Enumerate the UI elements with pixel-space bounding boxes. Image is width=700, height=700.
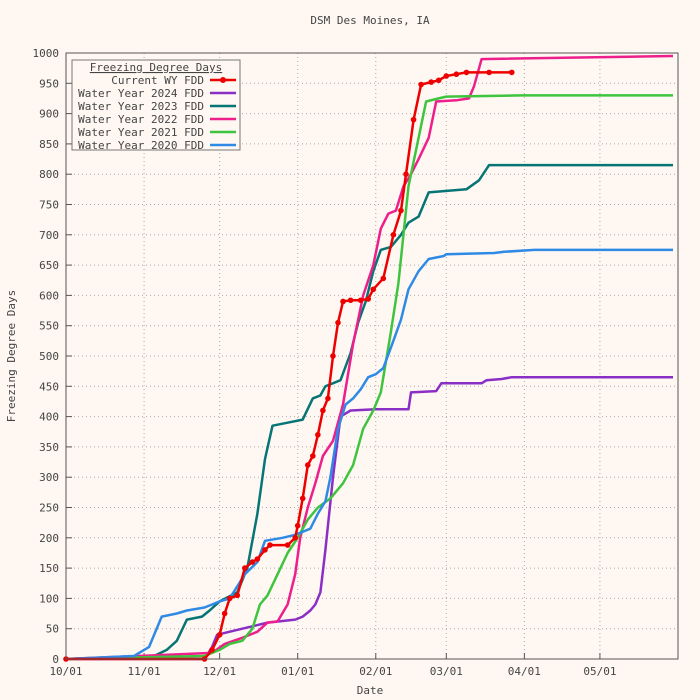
series-point-current-wy-fdd — [508, 69, 515, 76]
series-point-current-wy-fdd — [398, 207, 404, 214]
y-tick-label: 550 — [39, 320, 59, 333]
x-tick-label: 05/01 — [583, 665, 616, 678]
x-tick-label: 12/01 — [203, 665, 236, 678]
y-tick-label: 350 — [39, 441, 59, 454]
x-tick-label: 11/01 — [128, 665, 161, 678]
series-point-current-wy-fdd — [221, 610, 228, 617]
series-line-water-year-2022-fdd — [65, 54, 674, 661]
x-tick-label: 01/01 — [281, 665, 314, 678]
legend-label: Current WY FDD — [111, 74, 204, 87]
legend-marker — [220, 77, 226, 83]
series-point-current-wy-fdd — [357, 297, 364, 304]
series-line-water-year-2020-fdd — [65, 248, 673, 661]
y-tick-label: 750 — [39, 199, 59, 212]
y-axis-label: Freezing Degree Days — [5, 290, 18, 422]
series-point-current-wy-fdd — [418, 81, 424, 88]
y-tick-label: 950 — [39, 77, 59, 90]
series-point-current-wy-fdd — [292, 535, 298, 541]
series-point-current-wy-fdd — [304, 462, 311, 468]
series-point-current-wy-fdd — [390, 232, 397, 238]
plot-border — [65, 52, 679, 660]
series-point-current-wy-fdd — [365, 296, 372, 302]
series-point-current-wy-fdd — [330, 353, 336, 359]
series-point-current-wy-fdd — [226, 595, 233, 602]
y-tick-label: 400 — [39, 411, 59, 424]
series-point-current-wy-fdd — [347, 297, 354, 304]
series-point-current-wy-fdd — [443, 73, 450, 79]
series-point-current-wy-fdd — [294, 522, 301, 529]
legend-label: Water Year 2021 FDD — [78, 126, 204, 139]
series-point-current-wy-fdd — [262, 547, 268, 553]
series-point-current-wy-fdd — [267, 542, 273, 548]
plot-area — [66, 53, 678, 659]
series-point-current-wy-fdd — [435, 77, 442, 84]
series-point-current-wy-fdd — [325, 395, 331, 402]
y-tick-labels: 0 50 100 150 200 250 300 350 400 450 500 550 600 650 7… — [33, 47, 60, 666]
x-tick-label: 10/01 — [49, 665, 82, 678]
series-point-current-wy-fdd — [249, 559, 256, 565]
series-point-current-wy-fdd — [380, 275, 387, 282]
y-tick-label: 900 — [39, 108, 59, 121]
y-tick-label: 50 — [46, 623, 59, 636]
x-tick-label: 02/01 — [359, 665, 392, 678]
legend-label: Water Year 2023 FDD — [78, 100, 204, 113]
series-point-current-wy-fdd — [216, 631, 223, 638]
y-tick-label: 0 — [52, 653, 59, 666]
series-line-water-year-2024-fdd — [66, 375, 673, 661]
series-point-current-wy-fdd — [463, 69, 470, 76]
series-point-current-wy-fdd — [234, 592, 241, 599]
y-tick-label: 250 — [39, 502, 59, 515]
legend-title: Freezing Degree Days — [90, 61, 222, 74]
legend-label: Water Year 2022 FDD — [78, 113, 204, 126]
chart-title: DSM Des Moines, IA — [310, 14, 430, 27]
legend-label: Water Year 2024 FDD — [78, 87, 204, 100]
x-tick-label: 03/01 — [430, 665, 463, 678]
series-point-current-wy-fdd — [335, 319, 341, 326]
series-point-current-wy-fdd — [370, 286, 377, 293]
y-tick-label: 150 — [39, 562, 59, 575]
series-point-current-wy-fdd — [209, 647, 215, 653]
y-tick-label: 850 — [39, 138, 59, 151]
y-tick-label: 1000 — [33, 47, 60, 60]
series-point-current-wy-fdd — [453, 71, 460, 78]
series-layer — [63, 54, 674, 662]
y-tick-label: 650 — [39, 259, 59, 272]
series-point-current-wy-fdd — [284, 542, 291, 548]
y-tick-label: 500 — [39, 350, 59, 363]
series-point-current-wy-fdd — [254, 556, 261, 562]
y-tick-label: 200 — [39, 532, 59, 545]
series-point-current-wy-fdd — [428, 79, 434, 85]
x-axis-label: Date — [357, 684, 384, 697]
series-point-current-wy-fdd — [403, 171, 409, 177]
series-point-current-wy-fdd — [310, 453, 316, 459]
y-tick-label: 800 — [39, 168, 59, 181]
series-point-current-wy-fdd — [299, 495, 306, 502]
series-point-current-wy-fdd — [242, 565, 248, 571]
y-tick-label: 100 — [39, 592, 59, 605]
series-point-current-wy-fdd — [320, 407, 326, 414]
y-tick-label: 600 — [39, 289, 59, 302]
series-line-water-year-2021-fdd — [65, 94, 673, 661]
legend-label: Water Year 2020 FDD — [78, 139, 204, 152]
series-point-current-wy-fdd — [340, 298, 346, 305]
y-tick-label: 300 — [39, 471, 59, 484]
series-point-current-wy-fdd — [315, 431, 321, 438]
y-tick-label: 450 — [39, 380, 59, 393]
series-point-current-wy-fdd — [486, 69, 492, 76]
y-tick-label: 700 — [39, 229, 59, 242]
x-tick-label: 04/01 — [508, 665, 541, 678]
series-line-water-year-2023-fdd — [65, 163, 673, 661]
x-tick-labels: 10/01 11/01 12/01 01/01 02/01 03/01 04/01 05/01 — [49, 665, 616, 678]
series-point-current-wy-fdd — [410, 116, 417, 123]
